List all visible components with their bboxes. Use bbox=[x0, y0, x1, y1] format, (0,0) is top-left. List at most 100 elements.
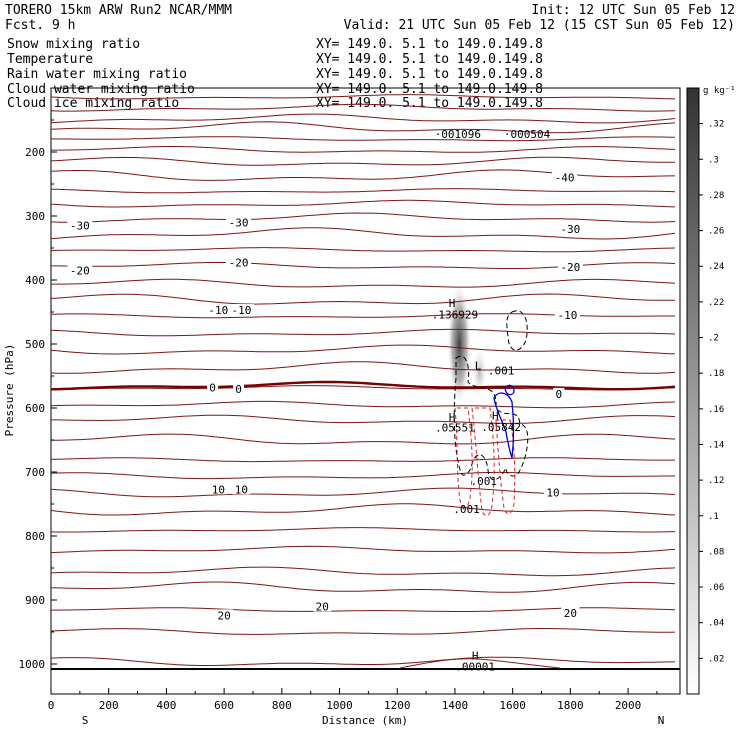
isotherm-label-bg bbox=[226, 216, 252, 228]
colorbar-tick-label: .08 bbox=[708, 547, 724, 557]
forecast-hour: Fcst. 9 h bbox=[5, 18, 75, 33]
isotherm-label: 0 bbox=[209, 382, 216, 395]
isotherm-line bbox=[50, 227, 676, 240]
isotherm-label-bg bbox=[228, 304, 254, 316]
isotherm-line bbox=[50, 169, 675, 181]
isotherm-label-bg bbox=[557, 222, 583, 234]
isotherm-label-bg bbox=[544, 486, 563, 498]
isotherm-label: 20 bbox=[316, 600, 329, 613]
init-time: Init: 12 UTC Sun 05 Feb 12 bbox=[532, 3, 736, 18]
extremum-label: .05551 bbox=[435, 422, 475, 435]
colorbar-tick-label: .2 bbox=[708, 334, 719, 344]
isotherm-label: 20 bbox=[564, 607, 577, 620]
x-tick-label: 0 bbox=[48, 699, 55, 712]
isotherm-line bbox=[50, 581, 676, 593]
isotherm-label-bg bbox=[561, 606, 580, 618]
colorbar-tick-label: .04 bbox=[708, 619, 724, 629]
isotherm-line bbox=[50, 313, 675, 319]
extremum-label: .001 bbox=[471, 475, 498, 488]
cloud-ice-contour-small bbox=[506, 310, 528, 351]
isotherm-line bbox=[51, 414, 676, 424]
isotherm-label: -20 bbox=[229, 257, 249, 270]
isotherm-label-bg bbox=[313, 600, 332, 612]
colorbar-tick-label: .02 bbox=[708, 654, 724, 664]
isotherm-line bbox=[50, 293, 676, 305]
extremum-label: H bbox=[449, 411, 456, 424]
colorbar-tick-label: .24 bbox=[708, 262, 724, 272]
plot-frame bbox=[50, 87, 681, 695]
isotherm-line bbox=[51, 146, 676, 153]
isotherm-line bbox=[50, 212, 676, 223]
isotherm-line bbox=[50, 656, 675, 666]
y-tick-label: 600 bbox=[25, 402, 45, 415]
cloud-water-contour-small bbox=[504, 384, 515, 396]
isotherm-line bbox=[50, 487, 676, 498]
extremum-label: H bbox=[449, 297, 456, 310]
y-tick-label: 300 bbox=[25, 210, 45, 223]
colorbar-tick-label: .16 bbox=[708, 405, 724, 415]
extremum-label: .00001 bbox=[455, 660, 495, 673]
isotherm-label: -30 bbox=[560, 223, 580, 236]
y-tick-label: 700 bbox=[25, 466, 45, 479]
x-axis-label: Distance (km) bbox=[322, 714, 408, 727]
x-axis-ticks: 0 200 400 600 800 1000 1200 1400 1600 1800 2000 bbox=[48, 688, 658, 712]
isotherm-line bbox=[50, 457, 675, 463]
field-legend: Snow mixing ratio XY= 149.0. 5.1 to 149.… bbox=[7, 37, 543, 111]
extremum-label: .001 bbox=[453, 503, 480, 516]
legend-cloud-ice-xy: XY= 149.0. 5.1 to 149.0.149.8 bbox=[316, 96, 543, 111]
y-tick-label: 800 bbox=[25, 530, 45, 543]
extremum-label: ·001096 bbox=[435, 128, 481, 141]
isotherm-line bbox=[50, 121, 676, 134]
isotherm-label: -10 bbox=[231, 304, 251, 317]
x-tick-label: 1000 bbox=[326, 699, 353, 712]
colorbar-ticks: .02 .04 .06 .08 .1 .12 .14 .16 .18 .2 .22 .24 .26 .28… bbox=[699, 120, 724, 664]
colorbar-unit: g kg⁻¹ bbox=[703, 86, 736, 96]
legend-cloud-water-xy: XY= 149.0. 5.1 to 149.0.149.8 bbox=[316, 82, 543, 97]
x-tick-label: 1600 bbox=[499, 699, 526, 712]
colorbar-tick-label: .18 bbox=[708, 369, 724, 379]
isotherm-label: 20 bbox=[217, 609, 230, 622]
isotherm-line bbox=[51, 278, 676, 288]
y-tick-label: 1000 bbox=[19, 658, 46, 671]
x-tick-label: 1400 bbox=[442, 699, 469, 712]
extremum-label: .001 bbox=[488, 365, 515, 378]
isotherm-line bbox=[50, 136, 676, 142]
valid-time: Valid: 21 UTC Sun 05 Feb 12 (15 CST Sun … bbox=[344, 18, 735, 33]
isotherm-line bbox=[50, 566, 676, 577]
snow-secondary-shading bbox=[471, 344, 488, 401]
legend-cloud-water: Cloud water mixing ratio bbox=[7, 82, 195, 97]
isotherm-label-bg bbox=[232, 483, 251, 495]
y-tick-label: 500 bbox=[25, 338, 45, 351]
x-tick-label: 1800 bbox=[557, 699, 584, 712]
isotherm-line bbox=[50, 156, 675, 166]
isotherm-label: -40 bbox=[555, 172, 575, 185]
x-tick-label: 200 bbox=[99, 699, 119, 712]
colorbar-tick-label: .28 bbox=[708, 191, 724, 201]
isotherm-line bbox=[50, 527, 676, 533]
isotherm-label: -10 bbox=[208, 304, 228, 317]
colorbar-tick-label: .12 bbox=[708, 476, 724, 486]
isotherm-line bbox=[50, 628, 676, 635]
isotherm-line bbox=[51, 433, 676, 445]
isotherm-labels: -40-30 -30 -30-20-20 -20-10 -10 -100 0 010 10 102… bbox=[67, 171, 583, 622]
isotherm-line bbox=[50, 247, 676, 253]
isotherm-label-bg bbox=[233, 382, 245, 394]
isotherm-label-bg bbox=[553, 387, 565, 399]
isotherm-label-bg bbox=[209, 483, 228, 495]
snow-core-shading bbox=[447, 282, 472, 406]
rain-surface-contour bbox=[399, 658, 561, 669]
legend-temperature: Temperature bbox=[7, 52, 93, 67]
y-tick-label: 200 bbox=[25, 146, 45, 159]
x-tick-label: 400 bbox=[156, 699, 176, 712]
legend-snow-xy: XY= 149.0. 5.1 to 149.0.149.8 bbox=[316, 37, 543, 52]
isotherm-line bbox=[50, 344, 676, 355]
colorbar-tick-label: .3 bbox=[708, 155, 719, 165]
hydrometeor-contours bbox=[399, 310, 561, 669]
x-tick-label: 1200 bbox=[384, 699, 411, 712]
isotherm-label: -30 bbox=[229, 216, 249, 229]
isotherm-label-bg bbox=[557, 261, 583, 273]
isotherm-line bbox=[50, 188, 676, 194]
isotherm-line bbox=[50, 94, 676, 100]
